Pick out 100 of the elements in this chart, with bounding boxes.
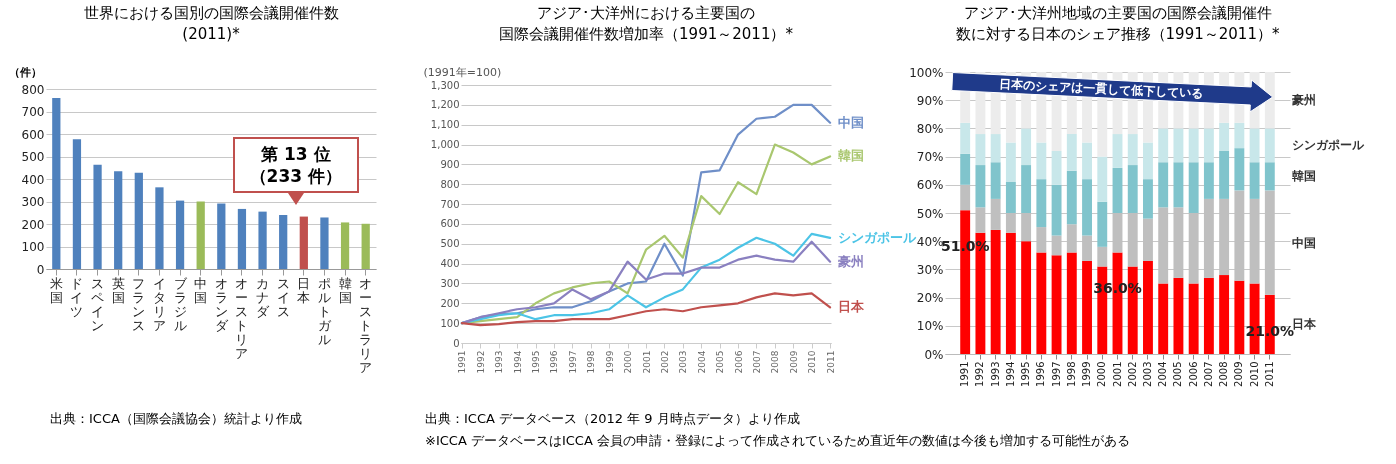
bar: [217, 203, 226, 269]
y-tick-label: 10%: [916, 319, 944, 334]
bar: [258, 211, 267, 269]
x-tick-label: 2005: [715, 350, 726, 374]
annotation: 日本のシェアは一貫して低下している: [999, 76, 1204, 101]
x-tick-label: 1996: [1035, 361, 1047, 387]
y-tick-label: 1,200: [430, 99, 460, 111]
bar: [1082, 179, 1092, 236]
x-tick-label: 1992: [475, 350, 486, 374]
bar: [1203, 162, 1214, 199]
x-tick-label: 2001: [1111, 361, 1123, 387]
bar: [134, 172, 143, 269]
bar: [1264, 162, 1275, 191]
bar: [1219, 150, 1230, 199]
source-note: 出典：ICCA データベース（2012 年 9 月時点データ）より作成: [425, 410, 800, 428]
bar: [1021, 241, 1032, 354]
y-tick-label: 200: [21, 217, 45, 232]
y-tick-label: 900: [440, 158, 460, 170]
x-tick-label: 1992: [974, 361, 986, 387]
bar: [1051, 150, 1062, 185]
y-tick-label: 70%: [916, 150, 944, 165]
x-tick-label: 2002: [659, 350, 670, 374]
x-tick-label: 1993: [989, 361, 1001, 387]
x-tick-label: 2010: [1248, 361, 1260, 387]
y-tick-label: 100%: [909, 65, 944, 80]
y-tick-label: 0: [453, 337, 460, 349]
y-tick-label: 500: [21, 150, 45, 164]
x-tick-label: 1999: [1081, 361, 1093, 387]
bar: [1264, 128, 1275, 163]
x-tick-label: 日本: [297, 275, 311, 305]
y-tick-label: 1,000: [430, 139, 460, 151]
bar: [196, 201, 205, 269]
x-tick-label: 2006: [1187, 361, 1199, 387]
x-tick-label: 2003: [678, 350, 689, 374]
bar: [1249, 162, 1260, 199]
x-tick-label: フランス: [132, 275, 146, 333]
y-tick-label: 600: [440, 218, 460, 230]
x-tick-label: 2000: [1096, 361, 1108, 387]
y-tick-label: 800: [21, 82, 45, 97]
bar: [1188, 283, 1199, 354]
bar: [1112, 167, 1123, 213]
source-note: 出典：ICCA（国際会議協会）統計より作成: [50, 410, 302, 428]
bar: [1005, 181, 1016, 213]
x-tick-label: 2009: [1233, 361, 1245, 387]
bar: [1021, 128, 1032, 166]
x-tick-label: 2011: [825, 350, 836, 374]
bar: [1234, 280, 1245, 354]
x-tick-label: 2006: [733, 350, 744, 374]
series-label: シンガポール: [1291, 138, 1365, 153]
x-tick-label: 2009: [788, 350, 799, 374]
y-tick-label: 800: [440, 178, 460, 190]
y-tick-label: 100: [440, 317, 460, 329]
x-tick-label: 1993: [494, 350, 505, 374]
x-tick-label: オーストラリア: [359, 275, 373, 375]
x-tick-label: 1998: [586, 350, 597, 374]
x-tick-label: 2001: [641, 350, 652, 374]
y-tick-label: 1,100: [430, 119, 460, 131]
series-label: 韓国: [1291, 169, 1316, 184]
bar: [1234, 122, 1245, 149]
bar: [114, 171, 123, 269]
x-tick-label: 2008: [1218, 361, 1230, 387]
y-axis-title: （件）: [8, 65, 42, 79]
bar: [1188, 162, 1199, 213]
y-tick-label: 400: [440, 258, 460, 270]
bar: [1143, 179, 1153, 219]
x-tick-label: 1997: [567, 350, 578, 374]
x-tick-label: 2010: [807, 350, 818, 374]
y-tick-label: 100: [21, 240, 45, 254]
x-tick-label: ポルトガル: [317, 275, 332, 347]
bar: [990, 229, 1001, 354]
bar: [1005, 142, 1016, 182]
x-tick-label: ドイツ: [70, 275, 84, 319]
x-tick-label: 1991: [457, 350, 468, 374]
bar: [1173, 128, 1184, 163]
bar: [975, 134, 986, 166]
bar: [237, 208, 247, 269]
bar: [990, 162, 1001, 199]
x-tick-label: 1997: [1050, 361, 1062, 387]
series-label: 中国: [838, 114, 865, 130]
x-tick-label: オーストリア: [235, 275, 249, 361]
bar: [960, 122, 971, 154]
bar: [1143, 142, 1153, 180]
bar: [1005, 232, 1016, 354]
bar: [1051, 184, 1062, 236]
y-tick-label: 300: [21, 195, 45, 209]
annotation: 第 13 位（233 件）: [249, 142, 343, 187]
y-tick-label: 600: [21, 127, 45, 142]
y-tick-label: 700: [21, 105, 45, 119]
bar: [1082, 260, 1092, 354]
bar: [1188, 128, 1199, 163]
bar: [320, 217, 329, 269]
x-tick-label: スイス: [276, 275, 290, 319]
x-tick-label: 2011: [1263, 361, 1275, 387]
x-tick-label: 英国: [111, 275, 125, 305]
bar: [1173, 162, 1184, 208]
bar: [279, 215, 288, 269]
bar: [175, 200, 185, 269]
x-tick-label: ブラジル: [173, 275, 188, 333]
bar: [1066, 252, 1077, 354]
bar: [1097, 156, 1108, 202]
